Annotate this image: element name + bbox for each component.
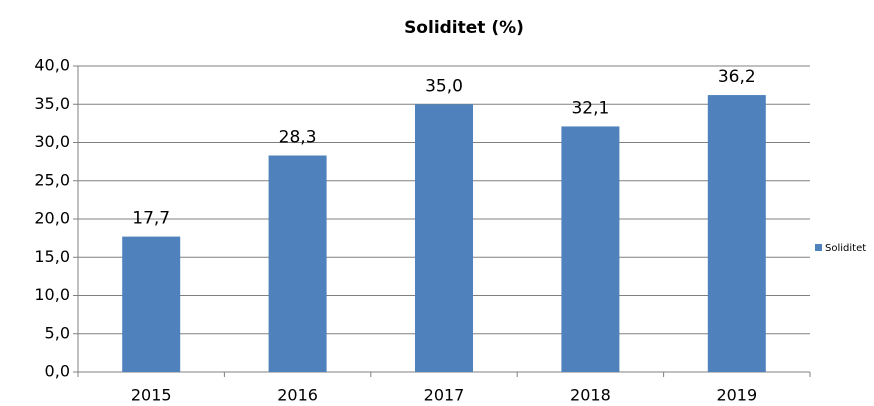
bar bbox=[707, 95, 766, 372]
legend-label: Soliditet bbox=[825, 243, 866, 254]
value-label: 17,7 bbox=[132, 209, 170, 229]
y-tick-label: 35,0 bbox=[34, 94, 70, 113]
y-tick-label: 40,0 bbox=[34, 56, 70, 75]
x-tick-label: 2015 bbox=[131, 386, 172, 405]
y-tick-label: 25,0 bbox=[34, 170, 70, 189]
y-tick-label: 15,0 bbox=[34, 247, 70, 266]
y-tick-label: 30,0 bbox=[34, 132, 70, 151]
bar bbox=[415, 104, 473, 372]
x-tick-label: 2018 bbox=[570, 386, 611, 405]
x-tick-label: 2017 bbox=[424, 386, 465, 405]
bar bbox=[122, 236, 181, 372]
value-label: 32,1 bbox=[571, 98, 609, 118]
bar bbox=[561, 126, 620, 372]
x-tick-label: 2019 bbox=[716, 386, 757, 405]
chart-title: Soliditet (%) bbox=[404, 18, 524, 38]
y-tick-label: 20,0 bbox=[34, 209, 70, 228]
value-label: 28,3 bbox=[279, 128, 317, 148]
y-tick-label: 5,0 bbox=[45, 323, 70, 342]
legend-marker bbox=[815, 244, 822, 251]
bar bbox=[268, 155, 327, 372]
y-tick-label: 0,0 bbox=[45, 362, 70, 381]
value-label: 36,2 bbox=[718, 67, 756, 87]
y-tick-label: 10,0 bbox=[34, 285, 70, 304]
value-label: 35,0 bbox=[425, 76, 463, 96]
x-tick-label: 2016 bbox=[277, 386, 318, 405]
